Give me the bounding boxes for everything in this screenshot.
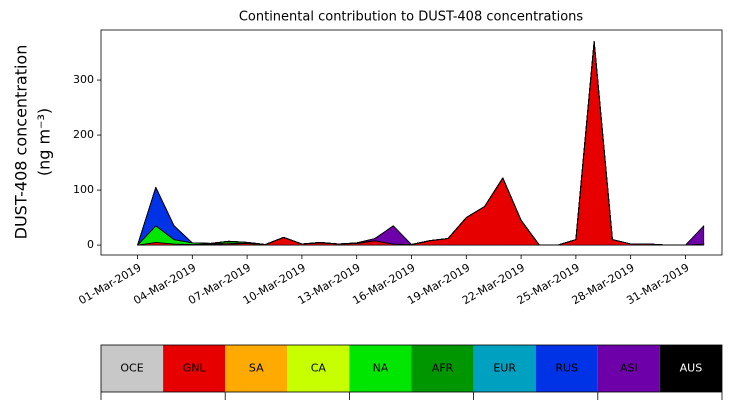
area bbox=[137, 41, 705, 246]
x-tick-label: 31-Mar-2019 bbox=[624, 261, 691, 307]
area bbox=[137, 41, 705, 246]
legend-swatch bbox=[597, 345, 660, 392]
area bbox=[137, 41, 705, 246]
area bbox=[137, 41, 705, 246]
legend-swatch bbox=[535, 345, 598, 392]
y-tick-label: 100 bbox=[73, 183, 94, 196]
legend-swatch bbox=[411, 345, 474, 392]
legend-swatch bbox=[225, 345, 288, 392]
area bbox=[137, 41, 705, 246]
legend-label: OCE bbox=[120, 362, 143, 375]
y-axis-label: DUST-408 concentration bbox=[12, 45, 31, 240]
legend-label: AUS bbox=[680, 362, 703, 375]
y-tick-label: 300 bbox=[73, 73, 94, 86]
area bbox=[137, 41, 705, 246]
legend-label: CA bbox=[311, 362, 327, 375]
legend-label: AFR bbox=[432, 362, 454, 375]
legend-swatch bbox=[349, 345, 412, 392]
plot-frame bbox=[100, 29, 723, 256]
legend-label: RUS bbox=[555, 362, 578, 375]
legend-swatch bbox=[659, 345, 722, 392]
legend-label: ASI bbox=[620, 362, 638, 375]
legend-swatch bbox=[101, 345, 164, 392]
legend-swatch bbox=[287, 345, 350, 392]
legend-frame bbox=[100, 344, 723, 393]
legend-label: SA bbox=[249, 362, 264, 375]
chart-title: Continental contribution to DUST-408 con… bbox=[239, 10, 584, 25]
legend-swatch bbox=[163, 345, 226, 392]
area bbox=[137, 41, 705, 246]
y-tick-label: 0 bbox=[87, 238, 94, 251]
legend-label: GNL bbox=[183, 362, 207, 375]
legend-label: EUR bbox=[493, 362, 516, 375]
area bbox=[137, 41, 705, 246]
legend-swatch bbox=[473, 345, 536, 392]
legend-label: NA bbox=[373, 362, 389, 375]
y-tick-label: 200 bbox=[73, 128, 94, 141]
area bbox=[137, 41, 705, 246]
y-axis-label: (ng m⁻³) bbox=[35, 108, 54, 176]
